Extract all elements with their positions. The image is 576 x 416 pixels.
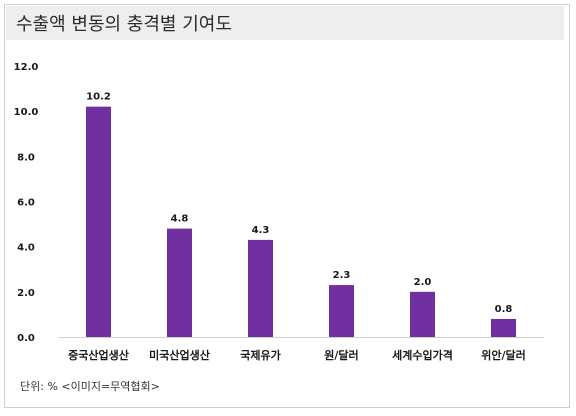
x-category-label: 국제유가	[240, 348, 280, 362]
x-category-label: 원/달러	[324, 348, 358, 362]
bar	[167, 228, 192, 337]
bar	[86, 106, 111, 338]
data-label: 2.0	[414, 277, 432, 288]
y-tick-label: 4.0	[17, 243, 35, 254]
chart-title: 수출액 변동의 충격별 기여도	[16, 14, 232, 35]
y-tick-label: 8.0	[17, 152, 35, 163]
y-tick-label: 2.0	[17, 288, 35, 299]
chart-title-bar: 수출액 변동의 충격별 기여도	[6, 6, 564, 40]
bar	[491, 318, 516, 337]
x-category-label: 미국산업생산	[149, 348, 210, 362]
bar	[329, 285, 354, 337]
data-label: 0.8	[495, 304, 513, 315]
y-tick-label: 0.0	[17, 333, 35, 344]
footnote: 단위: % <이미지=무역협회>	[20, 380, 160, 393]
data-label: 2.3	[333, 270, 351, 281]
x-category-label: 위안/달러	[481, 348, 526, 362]
y-tick-label: 10.0	[14, 107, 39, 118]
data-label: 10.2	[86, 92, 111, 103]
x-category-label: 세계수입가격	[392, 348, 453, 362]
x-category-label: 중국산업생산	[68, 348, 129, 362]
bar	[248, 239, 273, 337]
data-label: 4.8	[171, 214, 189, 225]
data-label: 4.3	[252, 225, 270, 236]
y-tick-label: 6.0	[17, 198, 35, 209]
bar	[410, 291, 435, 337]
y-tick-label: 12.0	[14, 62, 39, 73]
